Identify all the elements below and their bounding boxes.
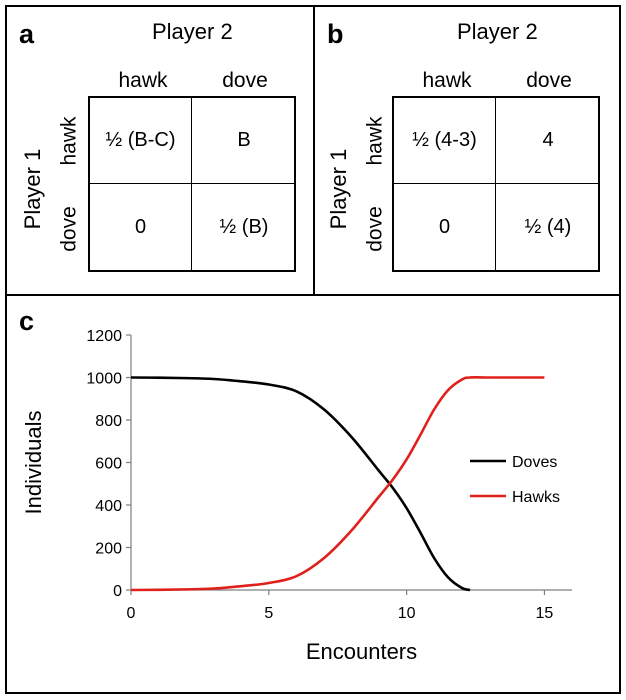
legend-label-doves: Doves xyxy=(512,454,557,471)
row-label-hawk: hawk xyxy=(57,116,81,166)
row-label-dove: dove xyxy=(363,206,387,252)
col-label-hawk: hawk xyxy=(118,69,168,92)
x-tick-label: 10 xyxy=(398,605,416,622)
col-label-dove: dove xyxy=(222,69,268,92)
row-label-dove: dove xyxy=(57,206,81,252)
legend-label-hawks: Hawks xyxy=(512,489,560,506)
y-axis-label: Individuals xyxy=(21,411,46,515)
y-tick-label: 1200 xyxy=(86,328,122,345)
col-label-hawk: hawk xyxy=(422,69,472,92)
y-tick-label: 600 xyxy=(95,456,122,473)
player2-label: Player 2 xyxy=(152,19,233,44)
line-chart: 0 200 400 600 800 1000 1200 0 5 10 15 Encounters Ind… xyxy=(21,328,572,664)
population-chart-panel: c 0 200 400 600 800 1000 1200 0 5 10 15 Encounters I… xyxy=(5,294,621,694)
cell-dove-dove: ½ (B) xyxy=(219,215,269,238)
panel-letter-c: c xyxy=(19,306,35,336)
player1-label: Player 1 xyxy=(326,148,351,230)
x-tick-label: 15 xyxy=(536,605,554,622)
y-tick-label: 0 xyxy=(113,583,122,600)
series-line-hawks xyxy=(130,376,545,592)
cell-hawk-hawk: ½ (B-C) xyxy=(90,98,192,184)
row-label-hawk: hawk xyxy=(363,116,387,166)
player1-label: Player 1 xyxy=(20,148,45,230)
y-tick-label: 1000 xyxy=(86,371,122,388)
y-tick-label: 200 xyxy=(95,541,122,558)
cell-hawk-hawk: ½ (4-3) xyxy=(394,98,496,184)
x-axis-label: Encounters xyxy=(306,639,417,664)
payoff-matrix-a: ½ (B-C) B 0 ½ (B) xyxy=(88,96,296,272)
panel-letter-b: b xyxy=(327,19,344,49)
cell-dove-dove: ½ (4) xyxy=(524,215,572,238)
panel-letter-a: a xyxy=(19,19,35,49)
col-label-dove: dove xyxy=(526,69,572,92)
payoff-matrix-b: ½ (4-3) 4 0 ½ (4) xyxy=(392,96,600,272)
y-tick-label: 400 xyxy=(95,498,122,515)
player2-label: Player 2 xyxy=(457,19,538,44)
cell-dove-hawk: 0 xyxy=(394,184,496,270)
x-tick-label: 0 xyxy=(127,605,136,622)
cell-dove-hawk: 0 xyxy=(90,184,192,270)
payoff-matrix-panel-a: a Player 2 hawk dove Player 1 hawk dove … xyxy=(5,5,315,296)
cell-hawk-dove: 4 xyxy=(496,98,600,184)
y-tick-label: 800 xyxy=(95,413,122,430)
cell-hawk-dove: B xyxy=(192,98,296,184)
payoff-matrix-panel-b: b Player 2 hawk dove Player 1 hawk dove … xyxy=(313,5,621,296)
series-line-doves xyxy=(130,376,471,592)
x-tick-label: 5 xyxy=(264,605,273,622)
